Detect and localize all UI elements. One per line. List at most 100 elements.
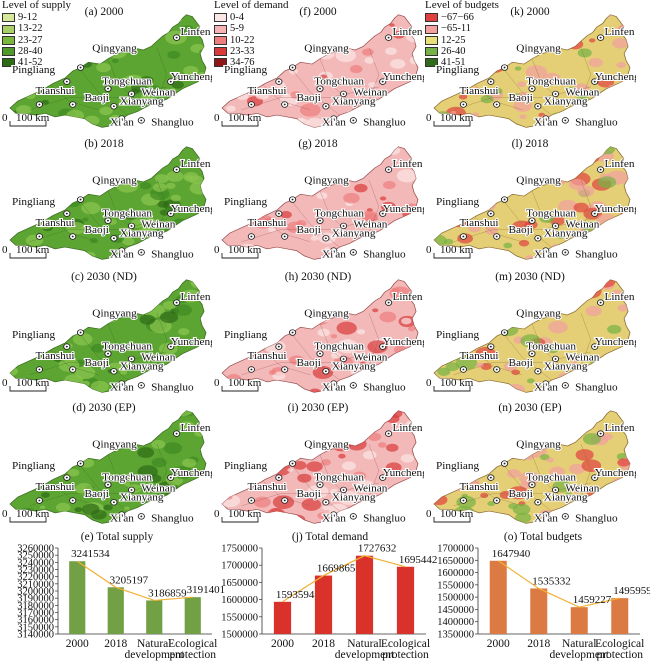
chart-title-budgets: (o) Total budgets [503, 531, 583, 543]
legend-swatch [2, 24, 15, 34]
city-label: Linfen [181, 422, 212, 433]
trend-line [497, 560, 620, 608]
category-label: development [125, 649, 185, 661]
city-marker [63, 474, 71, 481]
legend-label: 41-52 [18, 57, 43, 69]
legend-title: Level of demand [214, 0, 289, 11]
legend-swatch [2, 35, 15, 45]
city-marker [379, 210, 387, 217]
scale-bar: 0 100 km [426, 377, 474, 392]
data-label: 1669865 [317, 563, 356, 575]
city-label: Yuncheng [595, 203, 636, 214]
city-marker [127, 486, 136, 494]
bar [273, 601, 292, 634]
city-label: Pingliang [12, 460, 56, 471]
legend-item: 26-40 [425, 46, 499, 57]
city-marker [104, 481, 112, 488]
city-marker [288, 329, 297, 336]
city-marker [561, 117, 569, 124]
city-marker [322, 368, 330, 375]
scale-bar: 0 100 km [2, 377, 50, 392]
city-marker [118, 380, 126, 387]
city-label: Yuncheng [595, 467, 636, 478]
city-label: Yuncheng [383, 71, 424, 82]
legend-swatch [214, 13, 227, 23]
city-label: Tongchuan [314, 341, 365, 352]
data-label: 1593594 [276, 589, 315, 601]
map-panel: Linfen Qingyang Pingliang Tongchuan Yuncheng… [214, 146, 424, 261]
city-marker [63, 343, 71, 350]
city-label: Weinan [353, 87, 388, 98]
city-label: Tianshui [247, 350, 286, 361]
bar [530, 588, 548, 634]
city-label: Weinan [353, 219, 388, 230]
bar [107, 587, 124, 634]
legend-item: 28-40 [2, 46, 71, 57]
city-marker [275, 343, 283, 350]
city-label: Yuncheng [171, 336, 212, 347]
map-panel-title: (n) 2030 (EP) [498, 402, 562, 414]
map-panel-title: (k) 2000 [510, 6, 550, 18]
map-panel: Linfen Qingyang Pingliang Tongchuan Yuncheng… [2, 279, 212, 394]
city-label: Weinan [353, 352, 388, 363]
city-marker [167, 78, 175, 85]
city-label: Qingyang [304, 175, 349, 186]
city-label: Pingliang [12, 64, 56, 75]
svg-text:0: 0 [2, 244, 8, 256]
demand-legend: Level of demand 0-4 5-9 10-22 23-33 34-7… [214, 0, 289, 68]
city-marker [459, 101, 467, 108]
bar [396, 566, 415, 634]
city-marker [597, 166, 605, 173]
city-marker [173, 299, 181, 306]
map-panel-title: (f) 2000 [299, 6, 337, 18]
city-label: Baoji [508, 224, 532, 235]
map-panel: Linfen Qingyang Pingliang Tongchuan Yuncheng… [426, 146, 636, 261]
city-label: Linfen [181, 26, 212, 37]
city-label: Weinan [565, 219, 600, 230]
map-panel-title: (l) 2018 [511, 138, 549, 150]
y-tick-label: 3150000 [17, 622, 54, 633]
city-marker [493, 497, 501, 504]
city-marker [281, 497, 289, 504]
legend-swatch [425, 35, 438, 45]
city-marker [316, 481, 324, 488]
city-label: Pingliang [436, 329, 480, 340]
legend-label: −67−66 [441, 12, 474, 24]
city-label: Yuncheng [383, 467, 424, 478]
data-label: 1459227 [573, 594, 612, 606]
city-marker [591, 78, 599, 85]
city-marker [137, 513, 145, 520]
city-marker [76, 460, 85, 467]
city-marker [316, 85, 324, 92]
scale-bar: 0 100 km [2, 508, 50, 523]
city-marker [385, 34, 393, 41]
bar-chart: 3140000315000031600003170000318000031900… [17, 544, 225, 662]
city-label: Tianshui [247, 481, 286, 492]
city-label: Baoji [84, 224, 108, 235]
city-marker [528, 350, 536, 357]
city-marker [173, 430, 181, 437]
city-marker [330, 511, 338, 518]
city-label: Qingyang [516, 175, 561, 186]
city-marker [500, 196, 509, 203]
city-marker [459, 233, 467, 240]
legend-swatch [214, 46, 227, 56]
city-marker [379, 343, 387, 350]
city-marker [493, 366, 501, 373]
y-tick-label: 1400000 [437, 617, 474, 628]
city-marker [275, 474, 283, 481]
city-marker [322, 499, 330, 506]
svg-text:0: 0 [214, 244, 220, 256]
city-label: Xi'an [322, 382, 347, 393]
budgets-legend: Level of budgets −67−66 −65-11 12-25 26-… [425, 0, 499, 68]
city-marker [339, 90, 348, 98]
scale-bar: 0 100 km [2, 112, 50, 127]
category-label: 2000 [487, 638, 510, 650]
bar [69, 561, 86, 634]
y-tick-label: 1750000 [221, 544, 258, 555]
city-marker [69, 366, 77, 373]
svg-text:0: 0 [426, 244, 432, 256]
city-label: Tianshui [35, 217, 74, 228]
city-marker [500, 460, 509, 467]
